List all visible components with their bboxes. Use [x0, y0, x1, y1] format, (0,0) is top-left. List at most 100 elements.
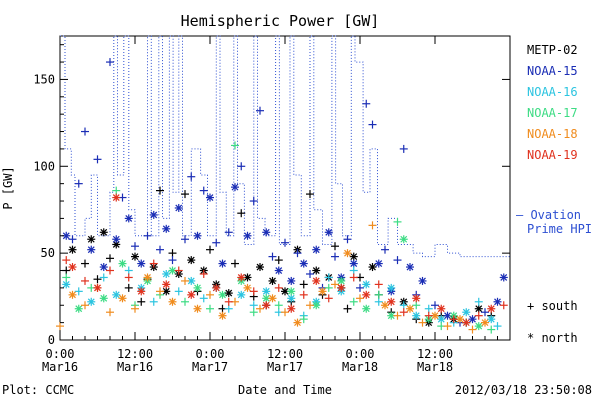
data-point [268, 252, 277, 261]
data-point [218, 259, 227, 268]
data-point [68, 263, 77, 272]
data-point [174, 287, 183, 296]
data-point [237, 273, 246, 282]
data-point [406, 263, 414, 272]
data-point [312, 276, 321, 285]
data-point [87, 245, 96, 254]
data-point [112, 193, 121, 202]
data-point [262, 301, 271, 310]
data-point [62, 280, 71, 289]
data-point [374, 280, 383, 289]
x-tick-date-label: Mar17 [267, 360, 303, 374]
series-noaa-15 [62, 58, 508, 327]
data-point [318, 287, 327, 296]
x-tick-time-label: 12:00 [417, 347, 453, 361]
data-point [68, 290, 77, 299]
x-tick-time-label: 12:00 [267, 347, 303, 361]
data-point [324, 294, 333, 303]
data-point [249, 308, 258, 317]
data-point [299, 315, 308, 324]
data-point [487, 315, 496, 324]
data-point [274, 256, 283, 265]
data-point [199, 294, 208, 303]
data-point [299, 280, 308, 289]
data-point [237, 162, 246, 171]
data-point [249, 287, 258, 296]
data-point [493, 322, 502, 331]
data-point [93, 155, 102, 164]
data-point [474, 311, 483, 320]
data-point [124, 214, 133, 223]
legend-entry-noaa-15: NOAA-15 [527, 64, 578, 78]
data-point [199, 269, 208, 278]
legend-layer: METP-02 NOAA-15 NOAA-16 NOAA-17 NOAA-18 NOAA-… [516, 43, 592, 345]
data-point [381, 301, 389, 310]
data-point [99, 273, 108, 282]
data-point [68, 235, 77, 244]
data-point [149, 297, 158, 306]
data-point [349, 273, 358, 282]
data-point [262, 287, 271, 296]
data-point [487, 325, 496, 334]
data-point [368, 120, 377, 129]
data-point [156, 186, 164, 195]
data-point [206, 304, 214, 313]
data-point [62, 231, 71, 240]
data-point [256, 106, 264, 115]
data-point [143, 273, 152, 282]
data-point [137, 287, 146, 296]
data-point [237, 209, 246, 218]
data-point [131, 304, 139, 313]
series-noaa-18 [56, 221, 489, 334]
data-point [324, 228, 333, 237]
data-point [362, 304, 371, 313]
data-point [174, 266, 183, 275]
data-point [162, 280, 171, 289]
data-point [418, 318, 427, 327]
data-point [424, 304, 433, 313]
data-point [106, 254, 114, 263]
data-point [62, 256, 71, 265]
data-point [343, 249, 352, 258]
data-point [231, 259, 239, 268]
data-point [206, 193, 214, 202]
data-point [218, 311, 227, 320]
data-point [287, 287, 296, 296]
x-tick-date-label: Mar18 [417, 360, 453, 374]
data-point [306, 269, 314, 278]
data-point [112, 186, 121, 195]
data-point [106, 308, 114, 317]
data-point [193, 283, 202, 292]
x-axis-label: Date and Time [238, 383, 332, 397]
legend-ovation-line2: Prime HPI [527, 222, 592, 236]
footer-right: 2012/03/18 23:50:08 [455, 383, 592, 397]
data-point [349, 266, 358, 275]
data-point [87, 297, 96, 306]
ovation-hpi-line [60, 35, 510, 258]
data-point [381, 245, 389, 254]
data-point [137, 259, 146, 268]
data-point [93, 275, 102, 284]
marker-legend-south: + south [527, 299, 578, 313]
data-point [449, 315, 458, 324]
data-point [181, 297, 189, 306]
chart-title: Hemispheric Power [GW] [181, 12, 380, 30]
data-point [168, 256, 177, 265]
data-point [412, 311, 421, 320]
data-point [399, 301, 408, 310]
data-point [118, 294, 127, 303]
y-axis-label: P [GW] [1, 166, 15, 209]
data-point [124, 266, 133, 275]
data-point [274, 266, 283, 275]
x-tick-date-label: Mar17 [192, 360, 228, 374]
data-point [106, 58, 114, 67]
data-point [281, 238, 289, 247]
data-point [149, 210, 158, 219]
data-point [118, 259, 127, 268]
data-point [212, 283, 221, 292]
data-point [112, 235, 121, 244]
data-point [343, 235, 352, 244]
data-point [499, 273, 508, 282]
data-point [393, 256, 402, 265]
data-point [74, 304, 83, 313]
